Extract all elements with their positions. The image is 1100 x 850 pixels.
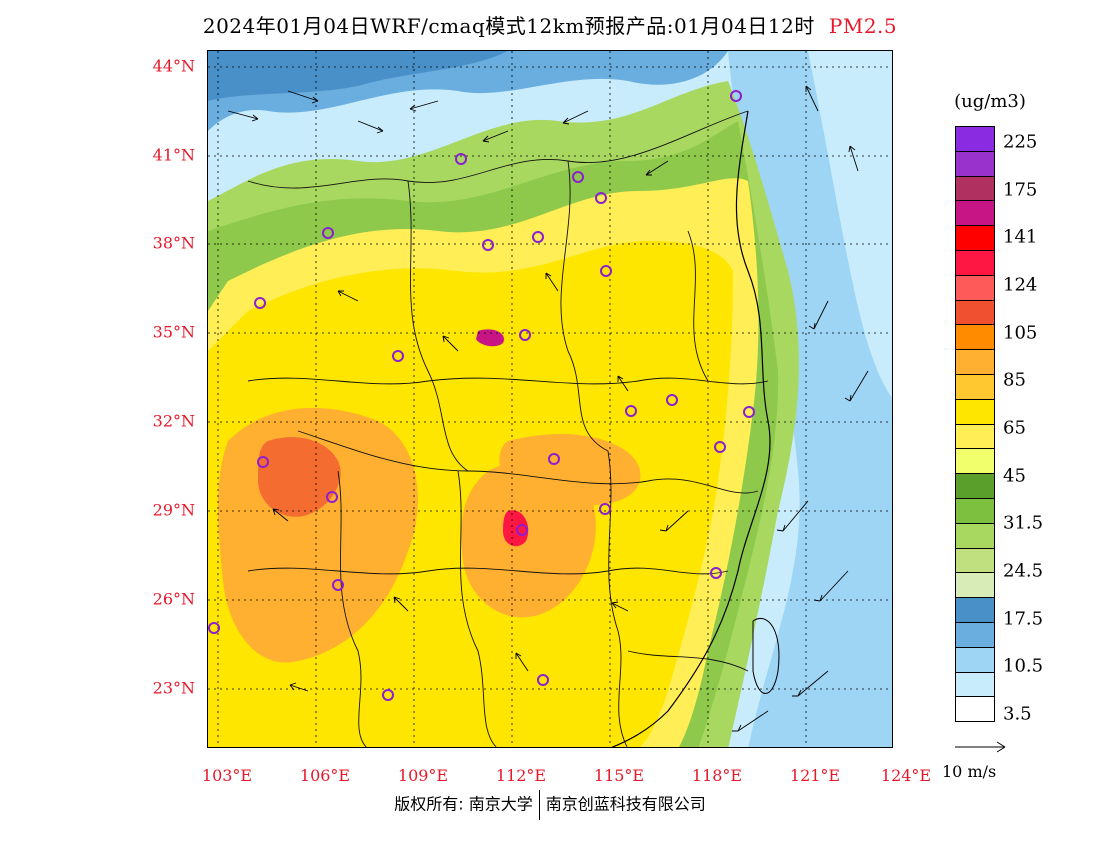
lat-label: 29°N [152,500,195,520]
taiwan-outline [752,618,780,694]
colorbar-band [956,622,994,648]
colorbar-band [956,474,994,499]
colorbar-band [956,424,994,450]
lon-label: 115°E [593,766,645,785]
colorbar-band [956,250,994,276]
colorbar-band [956,598,994,623]
colorbar-band [956,226,994,251]
colorbar-band [956,350,994,375]
colorbar-label: 65 [1003,417,1026,439]
wind-reference-label: 10 m/s [942,762,997,781]
colorbar-band [956,672,994,698]
colorbar-band [956,399,994,425]
north-blue-zone [208,51,508,101]
footer: 版权所有: 南京大学 南京创蓝科技有限公司 [0,790,1100,820]
hotspot-central [503,510,529,547]
colorbar-unit: (ug/m3) [954,91,1026,112]
footer-company: 南京创蓝科技有限公司 [545,794,706,814]
graticule [208,51,892,747]
lat-label: 32°N [152,411,195,431]
colorbar-band [956,325,994,351]
orange-zone-east [499,434,641,506]
map-canvas [208,51,892,747]
lat-label: 35°N [152,322,195,342]
lat-label: 26°N [152,589,195,609]
lat-label: 38°N [152,233,195,253]
colorbar-label: 225 [1003,131,1038,153]
wind-field [227,85,869,732]
colorbar-band [956,374,994,400]
colorbar-label: 10.5 [1003,655,1044,677]
lat-label: 23°N [152,678,195,698]
colorbar-band [956,151,994,177]
footer-copyright: 版权所有: 南京大学 [394,794,533,814]
colorbar-band [956,449,994,475]
colorbar-label: 31.5 [1003,512,1044,534]
colorbar-band [956,127,994,152]
colorbar-label: 124 [1003,274,1038,296]
lon-label: 106°E [299,766,351,785]
province-boundaries [247,110,769,747]
lon-label: 109°E [397,766,449,785]
colorbar-band [956,573,994,599]
colorbar-band [956,548,994,574]
lon-label: 121°E [789,766,841,785]
colorbar-label: 141 [1003,226,1038,248]
colorbar-band [956,647,994,673]
map-title-variable: PM2.5 [828,14,898,38]
colorbar-band [956,176,994,202]
colorbar-band [956,697,994,722]
colorbar-band [956,498,994,524]
colorbar-label: 3.5 [1003,703,1032,725]
map-title: 2024年01月04日WRF/cmaq模式12km预报产品:01月04日12时 P… [0,10,1100,39]
lon-label: 112°E [495,766,547,785]
wind-reference-arrow-icon [955,741,1006,753]
colorbar-band [956,300,994,326]
colorbar-label: 85 [1003,369,1026,391]
colorbar-label: 175 [1003,179,1038,201]
hotspot-north [476,329,504,347]
lon-label: 118°E [691,766,743,785]
station-markers [208,90,755,701]
lat-label: 41°N [152,145,195,165]
coastline [611,110,771,747]
colorbar-label: 45 [1003,465,1026,487]
lon-label: 103°E [201,766,253,785]
forecast-map[interactable] [207,50,893,748]
lat-label: 44°N [152,56,195,76]
colorbar [955,126,995,722]
colorbar-label: 17.5 [1003,608,1044,630]
high-zone-west [258,437,341,517]
lon-label: 124°E [880,766,932,785]
colorbar-band [956,275,994,301]
map-title-main: 2024年01月04日WRF/cmaq模式12km预报产品:01月04日12时 [202,14,815,38]
colorbar-label: 24.5 [1003,560,1044,582]
colorbar-band [956,523,994,549]
clean-zone [808,51,892,398]
colorbar-band [956,201,994,227]
colorbar-label: 105 [1003,322,1038,344]
footer-separator [538,790,540,820]
